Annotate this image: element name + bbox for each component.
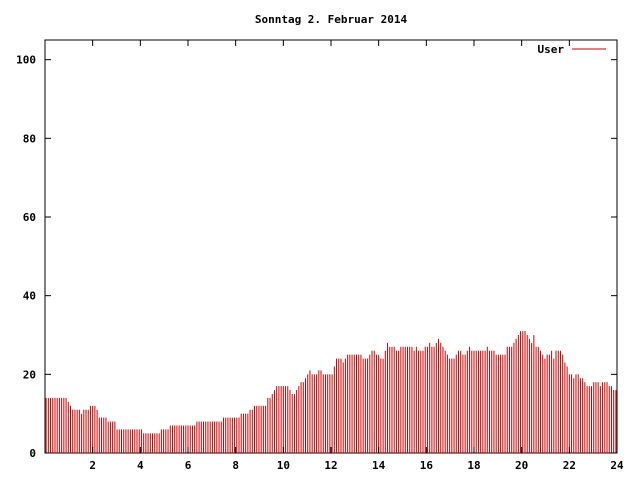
x-tick-label: 10 <box>277 459 290 472</box>
y-tick-label: 80 <box>23 132 36 145</box>
y-tick-label: 40 <box>23 290 36 303</box>
x-tick-label: 20 <box>515 459 528 472</box>
legend: User <box>538 43 606 56</box>
y-tick-label: 100 <box>16 54 36 67</box>
y-tick-label: 20 <box>23 368 36 381</box>
x-tick-label: 18 <box>467 459 480 472</box>
y-axis: 0 20 40 60 80 100 <box>16 54 617 460</box>
x-tick-label: 12 <box>324 459 337 472</box>
x-axis: 2 4 6 8 10 12 14 16 18 20 22 24 <box>89 40 624 472</box>
x-tick-label: 22 <box>563 459 576 472</box>
x-tick-label: 2 <box>89 459 96 472</box>
x-tick-label: 8 <box>232 459 239 472</box>
x-tick-label: 24 <box>610 459 624 472</box>
bars-layer <box>45 331 617 453</box>
y-tick-label: 0 <box>29 447 36 460</box>
x-tick-label: 16 <box>420 459 434 472</box>
legend-label: User <box>538 43 565 56</box>
x-tick-label: 14 <box>372 459 386 472</box>
y-tick-label: 60 <box>23 211 36 224</box>
chart-title: Sonntag 2. Februar 2014 <box>255 13 408 26</box>
x-tick-label: 6 <box>185 459 192 472</box>
x-tick-label: 4 <box>137 459 144 472</box>
